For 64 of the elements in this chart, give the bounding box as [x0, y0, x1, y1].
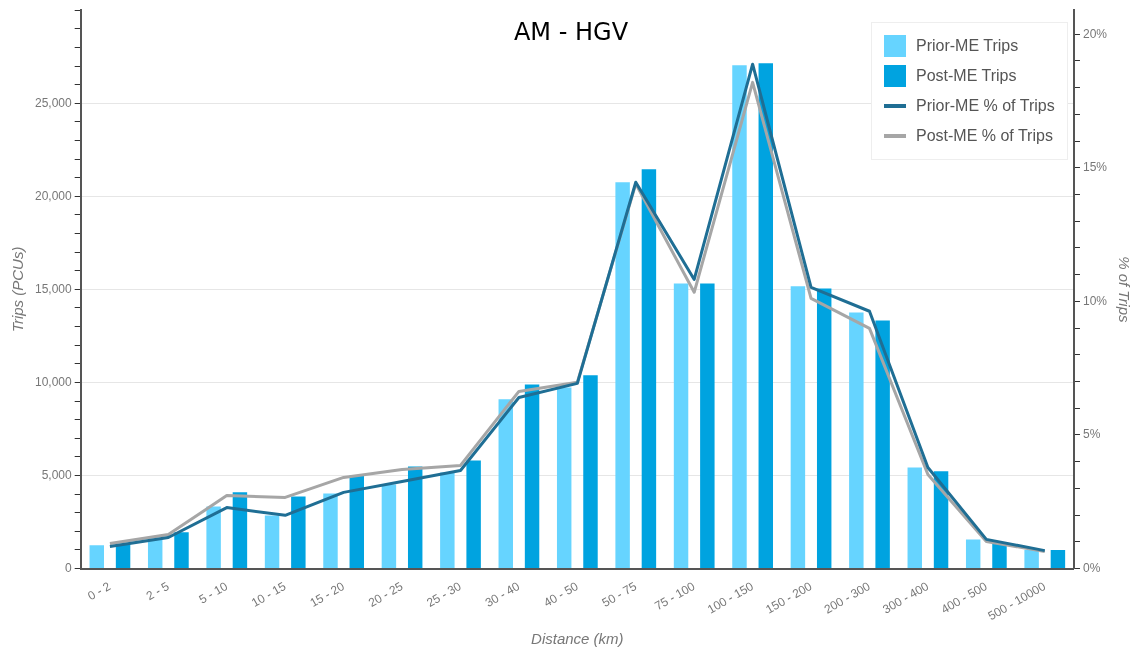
legend-label: Post-ME Trips — [915, 67, 1017, 86]
bar — [732, 65, 747, 568]
bar — [174, 532, 189, 568]
bar — [1024, 549, 1039, 568]
bar — [758, 63, 773, 568]
x-tick-label: 0 - 2 — [85, 578, 114, 604]
y-tick-label: 5,000 — [41, 467, 73, 482]
y2-tick-label: 15% — [1082, 160, 1108, 175]
y2-axis-title: % of Trips — [1115, 256, 1133, 324]
bar — [816, 288, 832, 568]
y-axis-title: Trips (PCUs) — [9, 246, 27, 333]
bar — [965, 539, 981, 568]
y2-tick-label: 5% — [1082, 427, 1101, 442]
x-tick-label: 100 - 150 — [704, 578, 757, 617]
x-tick-label: 20 - 25 — [365, 578, 406, 610]
y-tick-label: 25,000 — [35, 95, 73, 110]
x-tick-label: 200 - 300 — [821, 578, 873, 617]
y2-tick-label: 0% — [1082, 560, 1101, 575]
bar — [115, 544, 131, 568]
bar — [583, 375, 598, 568]
bar — [875, 320, 890, 568]
bar — [907, 467, 922, 568]
x-tick-label: 2 - 5 — [143, 578, 172, 604]
legend-label: Post-ME % of Trips — [915, 127, 1053, 146]
y-tick-label: 0 — [65, 560, 73, 575]
bar — [992, 543, 1007, 568]
bar — [323, 493, 338, 568]
bar — [349, 475, 365, 568]
bar — [498, 399, 513, 568]
x-tick-label: 50 - 75 — [599, 578, 640, 610]
bar — [1050, 549, 1066, 568]
x-tick-label: 150 - 200 — [763, 578, 815, 617]
bar — [524, 384, 540, 568]
x-tick-label: 30 - 40 — [482, 578, 523, 610]
x-tick-label: 75 - 100 — [652, 578, 698, 614]
legend-label: Prior-ME % of Trips — [915, 97, 1055, 116]
bar — [440, 472, 455, 568]
y-tick-label: 15,000 — [35, 281, 73, 296]
bar — [381, 484, 397, 568]
bar — [849, 312, 864, 568]
bar — [641, 169, 657, 568]
y-tick-label: 10,000 — [35, 374, 73, 389]
bar — [264, 515, 280, 568]
bar — [466, 460, 481, 568]
bar — [206, 506, 221, 568]
bar — [615, 182, 630, 568]
y2-tick-label: 10% — [1082, 293, 1108, 308]
bar — [556, 387, 572, 568]
bar — [673, 283, 689, 568]
y-tick-label: 20,000 — [35, 188, 73, 203]
bar — [291, 496, 306, 568]
bar — [790, 286, 806, 568]
chart-title: AM - HGV — [513, 18, 629, 46]
bar — [89, 545, 104, 568]
x-tick-label: 15 - 20 — [307, 578, 348, 610]
x-tick-label: 25 - 30 — [424, 578, 464, 610]
y2-tick-label: 20% — [1082, 26, 1108, 41]
x-tick-label: 300 - 400 — [880, 578, 932, 617]
x-tick-label: 40 - 50 — [541, 578, 581, 610]
x-tick-label: 5 - 10 — [196, 578, 231, 607]
legend-label: Prior-ME Trips — [915, 37, 1019, 56]
x-axis-title: Distance (km) — [531, 630, 624, 648]
x-tick-label: 10 - 15 — [249, 578, 289, 610]
bar — [700, 283, 715, 568]
